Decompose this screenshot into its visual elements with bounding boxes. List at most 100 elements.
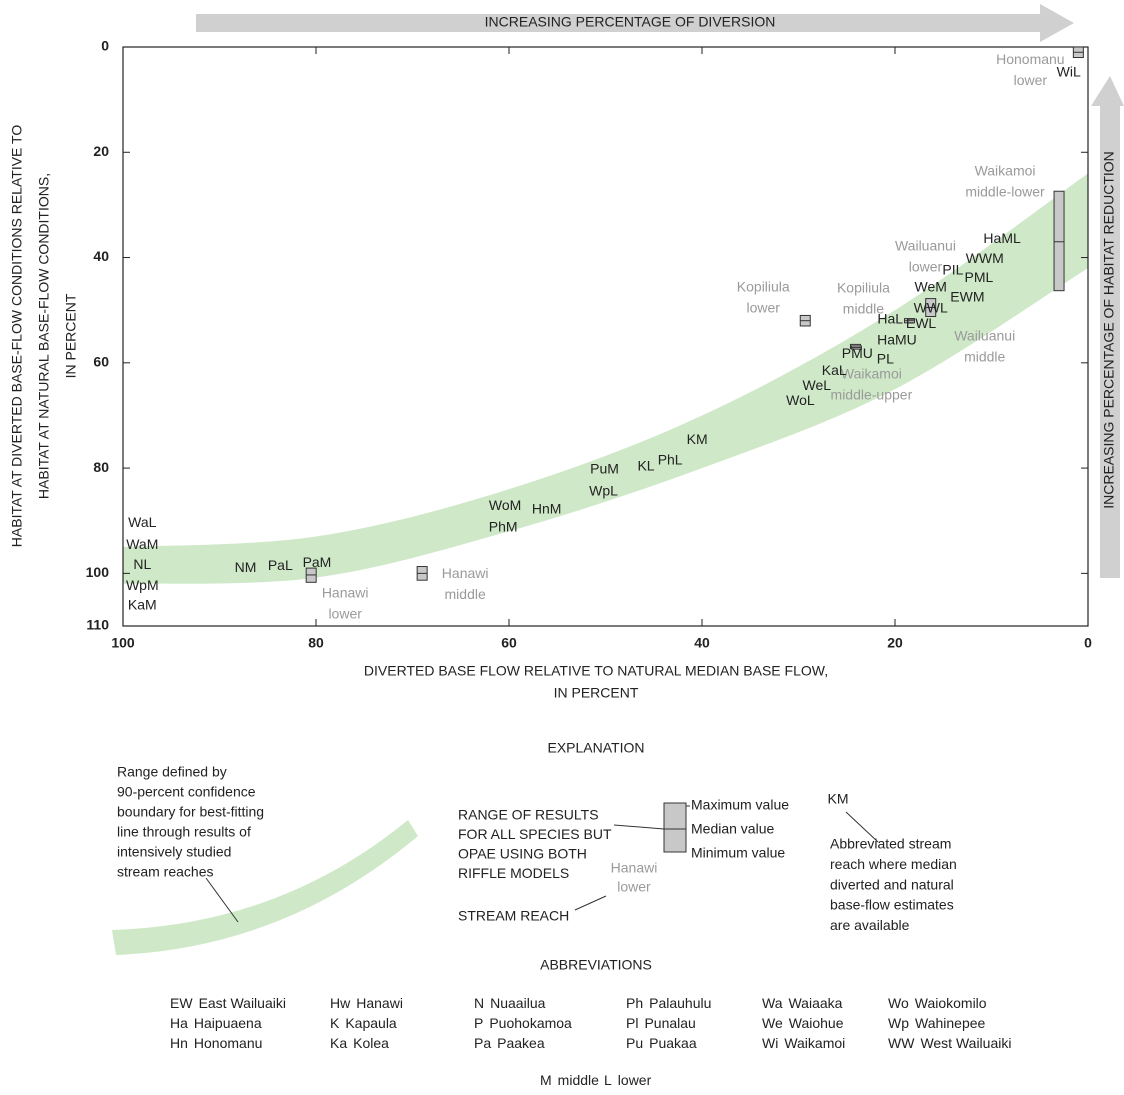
legend-text: intensively studied bbox=[117, 844, 231, 860]
reach-name: Kopiliula bbox=[737, 278, 790, 294]
abbreviation: Ha Haipuaena bbox=[170, 1015, 262, 1031]
abbr-name: Haipuaena bbox=[194, 1015, 262, 1031]
legend-range-box bbox=[663, 802, 687, 853]
reach-label: PhL bbox=[658, 451, 683, 467]
legend-text: are available bbox=[830, 917, 910, 933]
reach-label: WWL bbox=[914, 299, 948, 315]
abbr-code: Ka bbox=[330, 1035, 347, 1051]
abbreviation: Wp Wahinepee bbox=[888, 1015, 986, 1031]
abbreviation: Hn Honomanu bbox=[170, 1035, 262, 1051]
legend-text: line through results of bbox=[117, 824, 251, 840]
reach-label: PhM bbox=[489, 518, 518, 534]
legend-text: STREAM REACH bbox=[458, 908, 569, 924]
abbr-name: Nuaailua bbox=[490, 995, 545, 1011]
leader bbox=[613, 824, 665, 830]
abbr-code: N bbox=[474, 995, 484, 1011]
abbr-name: Puakaa bbox=[649, 1035, 697, 1051]
reach-label: WpL bbox=[589, 482, 618, 498]
right-arrow bbox=[1100, 104, 1120, 578]
x-axis-label: DIVERTED BASE FLOW RELATIVE TO NATURAL M… bbox=[364, 663, 828, 679]
x-tick-label: 20 bbox=[887, 635, 903, 651]
reach-label: HaML bbox=[983, 230, 1021, 246]
abbr-name: Kolea bbox=[353, 1035, 389, 1051]
abbr-code: Hw bbox=[330, 995, 351, 1011]
y-tick-label: 40 bbox=[93, 248, 109, 264]
abbr-code: Wo bbox=[888, 995, 909, 1011]
abbr-code: Wa bbox=[762, 995, 783, 1011]
suffix-name: lower bbox=[618, 1072, 652, 1088]
reach-name: Wailuanui bbox=[895, 237, 956, 253]
abbreviation: K Kapaula bbox=[330, 1015, 397, 1031]
abbr-code: K bbox=[330, 1015, 340, 1031]
reach-name: Wailuanui bbox=[954, 327, 1015, 343]
abbreviation: Wo Waiokomilo bbox=[888, 995, 987, 1011]
reach-label: WaM bbox=[126, 536, 158, 552]
reach-name: Waikamoi bbox=[841, 365, 902, 381]
reach-label: KM bbox=[687, 431, 708, 447]
legend-abbr: KM bbox=[828, 791, 849, 807]
reach-label: WoM bbox=[489, 497, 521, 513]
y-tick-label: 60 bbox=[93, 354, 109, 370]
abbr-name: West Wailuaiki bbox=[920, 1035, 1011, 1051]
reach-name: middle-upper bbox=[831, 386, 913, 402]
x-tick-label: 100 bbox=[111, 635, 135, 651]
reach-name: Waikamoi bbox=[975, 162, 1036, 178]
reach-name: Honomanu bbox=[996, 51, 1065, 67]
legend-text: boundary for best-fitting bbox=[117, 804, 264, 820]
abbr-name: East Wailuaiki bbox=[199, 995, 286, 1011]
reach-label: WpM bbox=[126, 577, 159, 593]
legend-text: reach where median bbox=[830, 856, 957, 872]
abbr-code: P bbox=[474, 1015, 483, 1031]
x-tick-label: 60 bbox=[501, 635, 517, 651]
legend-text: RIFFLE MODELS bbox=[458, 865, 569, 881]
reach-name: middle bbox=[964, 348, 1005, 364]
reach-name: middle bbox=[445, 586, 486, 602]
reach-name: Hanawi bbox=[322, 585, 369, 601]
legend-text: stream reaches bbox=[117, 864, 213, 880]
reach-label: KaL bbox=[822, 362, 847, 378]
abbreviation: WW West Wailuaiki bbox=[888, 1035, 1011, 1051]
y-axis-label: HABITAT AT DIVERTED BASE-FLOW CONDITIONS… bbox=[9, 125, 25, 548]
y-tick-label: 80 bbox=[93, 459, 109, 475]
top-arrow-head bbox=[1040, 4, 1074, 42]
reach-label: HnM bbox=[532, 500, 562, 516]
legend-text: OPAE USING BOTH bbox=[458, 846, 587, 862]
top-arrow-label: INCREASING PERCENTAGE OF DIVERSION bbox=[485, 14, 776, 30]
legend-reach: Hanawi bbox=[611, 860, 658, 876]
reach-label: KaM bbox=[128, 597, 157, 613]
abbr-code: Hn bbox=[170, 1035, 188, 1051]
abbr-code: Ha bbox=[170, 1015, 188, 1031]
y-axis-label: IN PERCENT bbox=[63, 293, 79, 378]
plot-frame bbox=[122, 46, 1089, 627]
reach-label: PuM bbox=[590, 460, 619, 476]
reach-name: middle bbox=[843, 301, 884, 317]
abbreviation: Ph Palauhulu bbox=[626, 995, 711, 1011]
abbreviation: N Nuaailua bbox=[474, 995, 546, 1011]
abbr-name: Puohokamoa bbox=[489, 1015, 572, 1031]
legend-text: FOR ALL SPECIES BUT bbox=[458, 826, 612, 842]
y-tick-label: 0 bbox=[101, 38, 109, 54]
legend-text: base-flow estimates bbox=[830, 897, 954, 913]
reach-label: WiL bbox=[1057, 63, 1081, 79]
suffix-code: M bbox=[540, 1072, 552, 1088]
abbreviation: Ka Kolea bbox=[330, 1035, 389, 1051]
reach-name: lower bbox=[1014, 72, 1048, 88]
abbr-name: Hanawi bbox=[356, 995, 403, 1011]
abbr-name: Wahinepee bbox=[915, 1015, 986, 1031]
reach-label: EWM bbox=[950, 288, 984, 304]
legend-text: diverted and natural bbox=[830, 876, 954, 892]
abbr-name: Honomanu bbox=[194, 1035, 263, 1051]
reach-label: WWM bbox=[966, 250, 1004, 266]
abbr-code: We bbox=[762, 1015, 783, 1031]
reach-label: WeM bbox=[914, 278, 946, 294]
reach-label: PMU bbox=[842, 345, 873, 361]
abbr-name: Waiaaka bbox=[788, 995, 842, 1011]
abbr-name: Waiokomilo bbox=[915, 995, 987, 1011]
abbreviations-title: ABBREVIATIONS bbox=[540, 957, 652, 973]
y-tick-label: 20 bbox=[93, 143, 109, 159]
legend-text: Minimum value bbox=[691, 845, 785, 861]
x-tick-label: 40 bbox=[694, 635, 710, 651]
